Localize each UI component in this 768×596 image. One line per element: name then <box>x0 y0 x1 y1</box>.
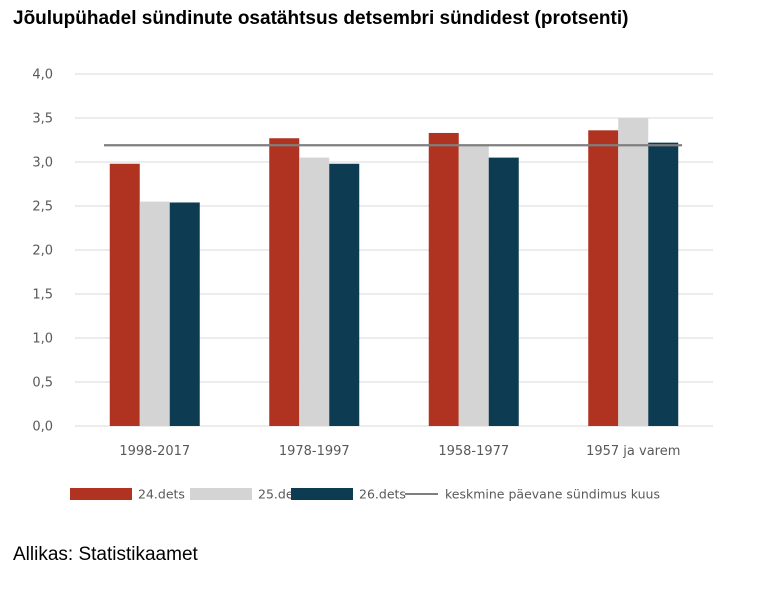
bar <box>588 130 619 426</box>
y-tick-label: 2,5 <box>32 200 53 215</box>
bar <box>618 118 649 426</box>
legend-label: 24.dets <box>138 487 185 502</box>
bars <box>109 118 679 427</box>
bar <box>269 138 300 427</box>
source-note: Allikas: Statistikaamet <box>13 544 198 565</box>
bar <box>169 202 200 426</box>
bar <box>648 142 679 426</box>
y-tick-label: 3,5 <box>32 112 53 127</box>
bar <box>109 163 140 426</box>
legend-label: 26.dets <box>359 487 406 502</box>
legend-label: keskmine päevane sündimus kuus <box>445 487 660 502</box>
bar <box>299 157 330 426</box>
legend-swatch <box>70 488 132 500</box>
legend-swatch <box>291 488 353 500</box>
y-tick-label: 3,0 <box>32 156 53 171</box>
bar <box>329 163 360 426</box>
x-category-label: 1978-1997 <box>279 444 350 459</box>
y-tick-label: 4,0 <box>32 68 53 83</box>
x-category-label: 1998-2017 <box>119 444 190 459</box>
bar <box>428 132 459 426</box>
y-tick-label: 1,5 <box>32 288 53 303</box>
bar <box>488 157 519 426</box>
legend-swatch <box>190 488 252 500</box>
bar-chart: 0,0 0,5 1,0 1,5 2,0 2,5 3,0 3,5 4,0 1998-2017 197… <box>32 68 713 502</box>
y-axis-ticks: 0,0 0,5 1,0 1,5 2,0 2,5 3,0 3,5 4,0 <box>32 68 53 435</box>
y-tick-label: 1,0 <box>32 332 53 347</box>
y-tick-label: 0,5 <box>32 376 53 391</box>
x-category-label: 1957 ja varem <box>586 444 680 459</box>
y-tick-label: 0,0 <box>32 420 53 435</box>
legend: 24.dets 25.dets 26.dets keskmine päevane sü… <box>70 487 660 502</box>
x-category-label: 1958-1977 <box>438 444 509 459</box>
chart-title: Jõulupühadel sündinute osatähtsus detsem… <box>13 8 629 29</box>
x-axis-categories: 1998-2017 1978-1997 1958-1977 1957 ja varem <box>119 444 680 459</box>
bar <box>139 201 170 426</box>
bar <box>458 146 489 426</box>
y-tick-label: 2,0 <box>32 244 53 259</box>
